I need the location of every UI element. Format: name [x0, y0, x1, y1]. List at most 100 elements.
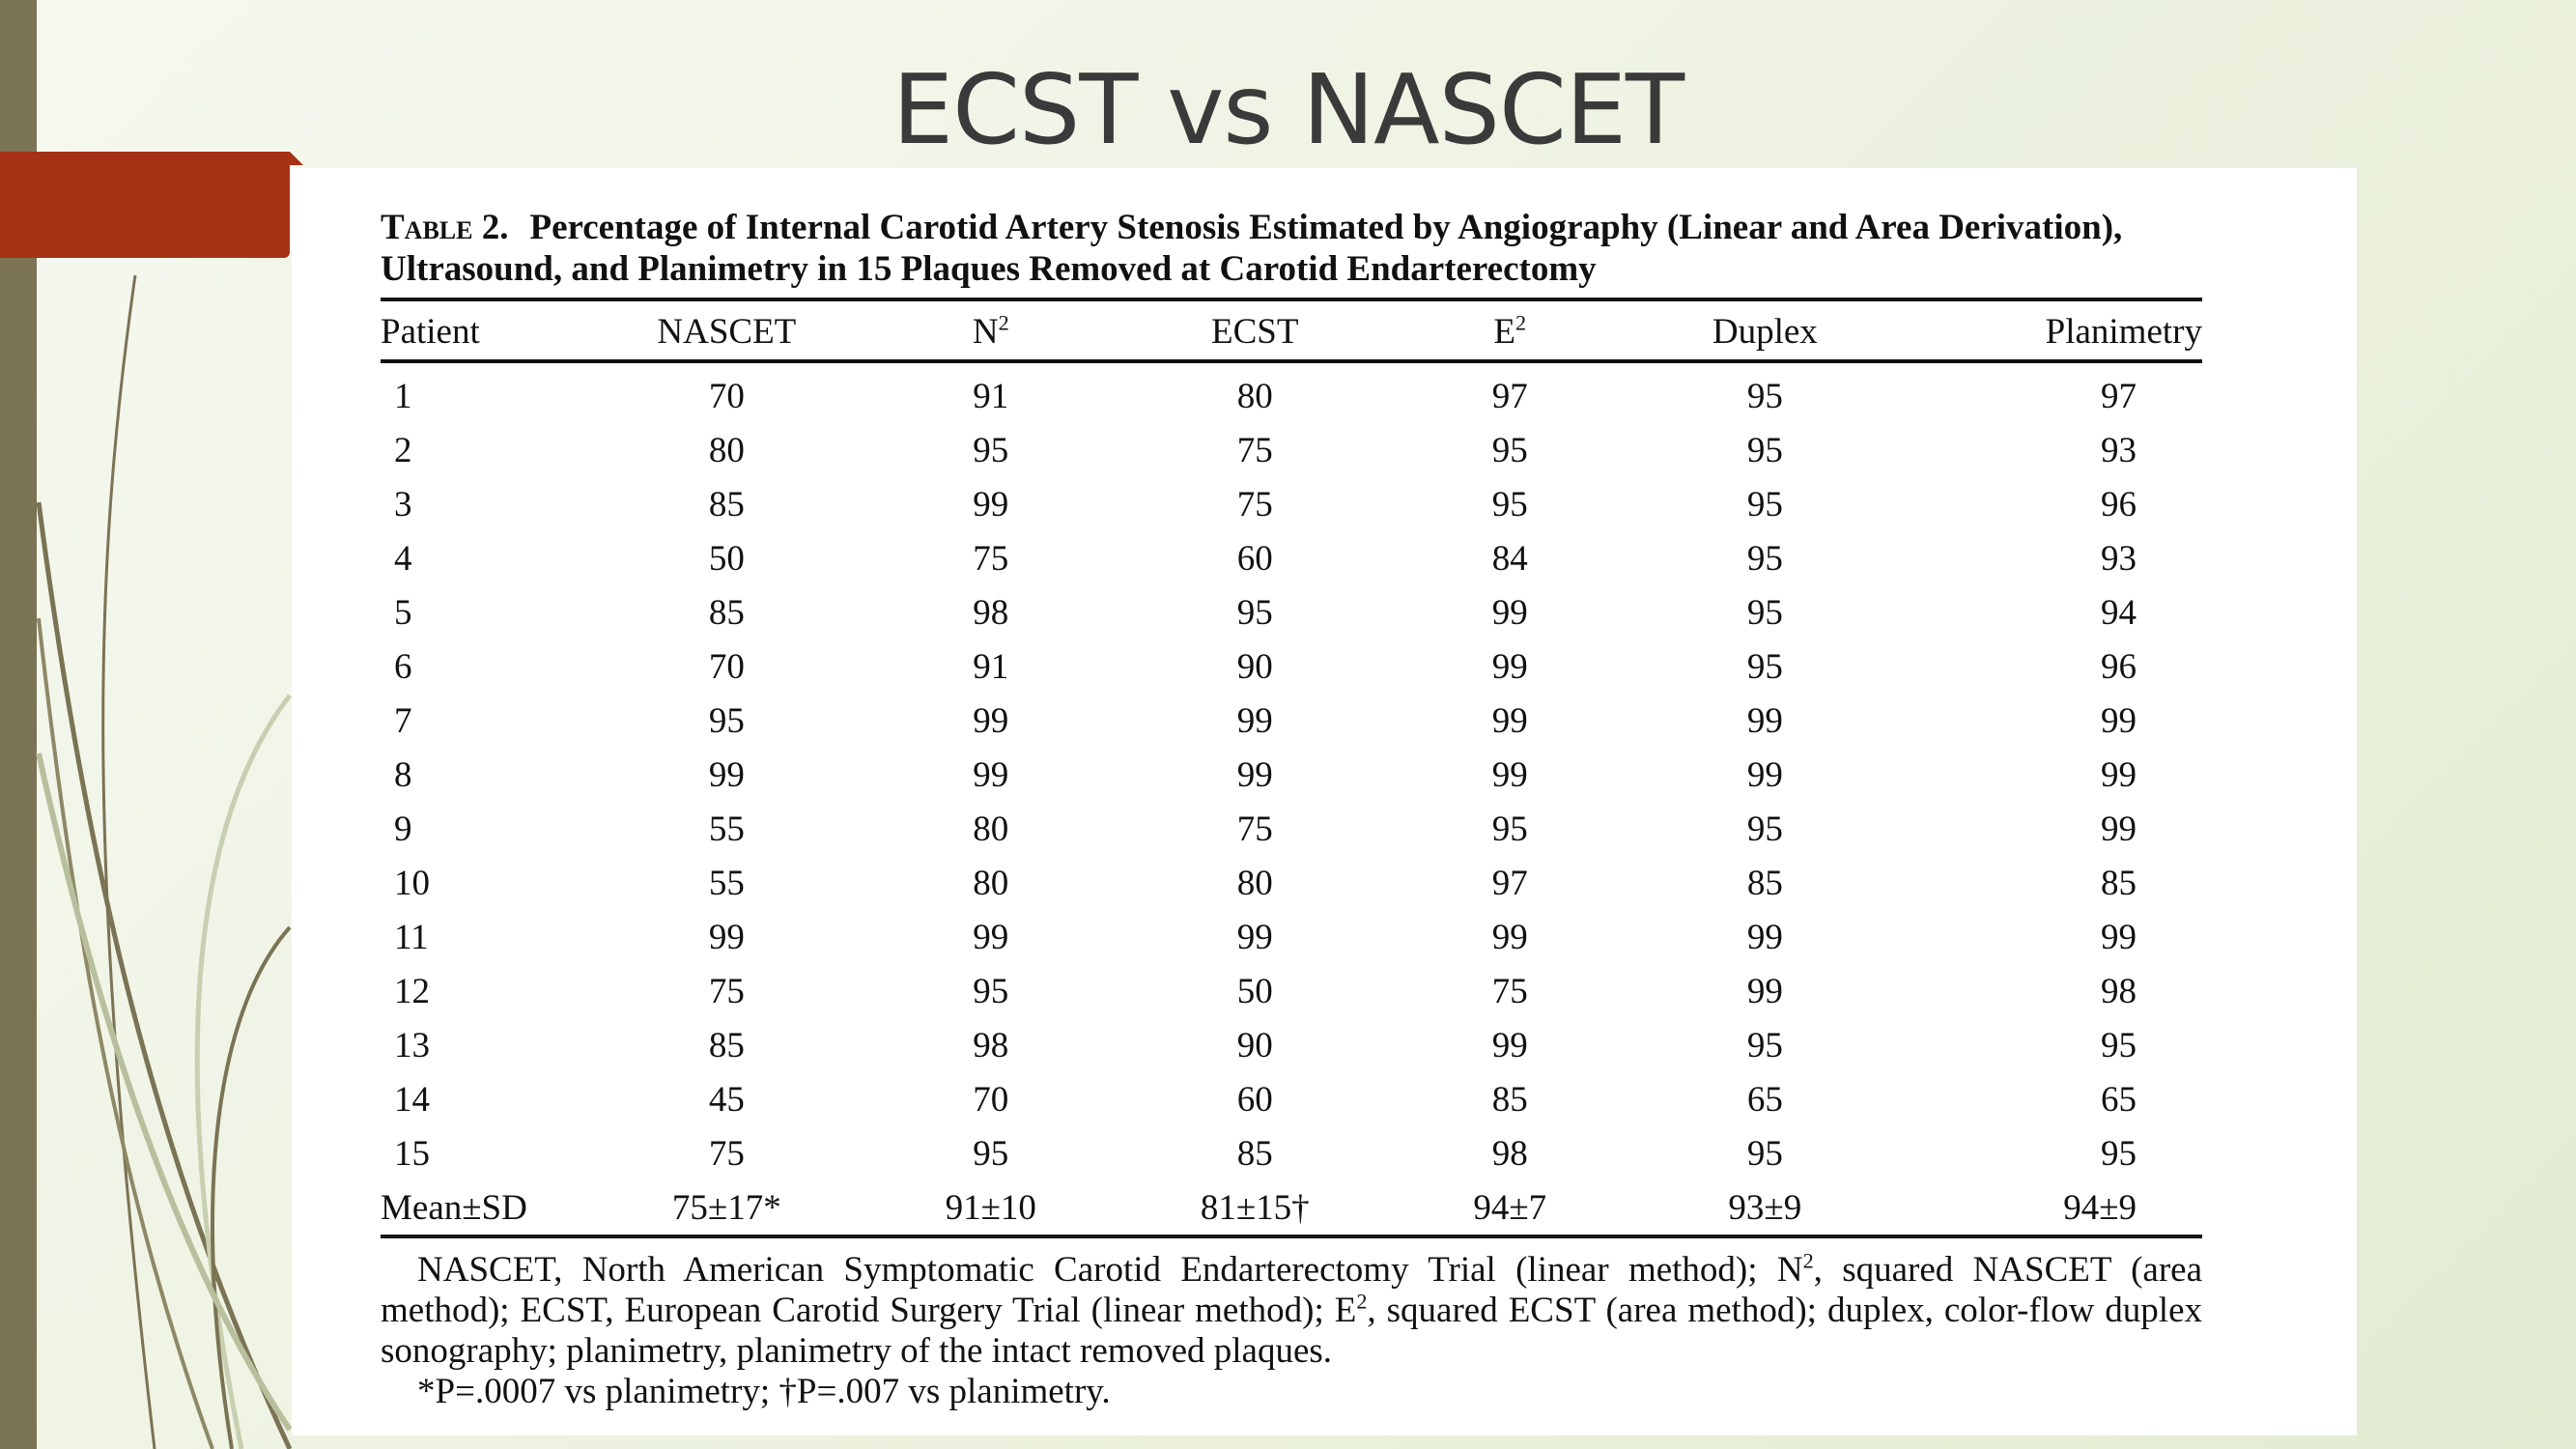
cell-duplex: 95 — [1746, 592, 1783, 633]
cell-planimetry: 85 — [2101, 863, 2137, 903]
cell-e2: 97 — [1491, 376, 1528, 416]
cell-patient: 12 — [394, 971, 430, 1011]
cell-patient: 15 — [394, 1133, 430, 1174]
cell-nascet: 45 — [708, 1079, 745, 1120]
cell-ecst: 90 — [1236, 646, 1273, 687]
cell-nascet: 85 — [708, 1025, 745, 1065]
cell-ecst: 50 — [1236, 971, 1273, 1011]
cell-patient: 8 — [394, 754, 412, 795]
cell-nascet: 80 — [708, 430, 745, 470]
cell-nascet: 75 — [708, 1133, 745, 1174]
cell-nascet: 55 — [708, 863, 745, 903]
cell-ecst: 95 — [1236, 592, 1273, 633]
cell-planimetry: 99 — [2101, 754, 2137, 795]
cell-duplex: 95 — [1746, 1025, 1783, 1065]
table-row: 2 80 95 75 95 95 93 — [381, 423, 2202, 477]
cell-planimetry: 99 — [2101, 700, 2137, 741]
footnote-abbreviations: NASCET, North American Symptomatic Carot… — [381, 1248, 2202, 1371]
header-e2: E2 — [1382, 299, 1638, 363]
cell-ecst: 75 — [1236, 484, 1273, 525]
cell-n2: 99 — [973, 754, 1009, 795]
header-n2: N2 — [854, 299, 1128, 363]
cell-e2: 99 — [1491, 917, 1528, 957]
cell-n2: 91 — [973, 646, 1009, 687]
cell-e2: 99 — [1491, 592, 1528, 633]
mean-sd-row: Mean±SD 75±17* 91±10 81±15† 94±7 93±9 94… — [381, 1180, 2202, 1236]
table-caption: Table 2. Percentage of Internal Carotid A… — [381, 207, 2202, 290]
cell-planimetry: 98 — [2101, 971, 2137, 1011]
table-row: 6 70 91 90 99 95 96 — [381, 639, 2202, 694]
cell-nascet: 55 — [708, 809, 745, 849]
cell-e2: 99 — [1491, 754, 1528, 795]
cell-planimetry: 65 — [2101, 1079, 2137, 1120]
cell-planimetry: 93 — [2101, 430, 2137, 470]
cell-nascet: 75 — [708, 971, 745, 1011]
cell-e2: 99 — [1491, 646, 1528, 687]
cell-n2: 99 — [973, 700, 1009, 741]
cell-n2: 95 — [973, 971, 1009, 1011]
cell-nascet: 99 — [708, 754, 745, 795]
cell-duplex: 99 — [1746, 754, 1783, 795]
cell-patient: 7 — [394, 700, 412, 741]
cell-ecst: 75 — [1236, 809, 1273, 849]
cell-planimetry: 99 — [2101, 809, 2137, 849]
table-row: 3 85 99 75 95 95 96 — [381, 477, 2202, 531]
cell-ecst: 80 — [1236, 863, 1273, 903]
cell-duplex: 99 — [1746, 700, 1783, 741]
cell-ecst: 90 — [1236, 1025, 1273, 1065]
cell-patient: 2 — [394, 430, 412, 470]
table-caption-text: Percentage of Internal Carotid Artery St… — [381, 208, 2123, 289]
table-row: 12 75 95 50 75 99 98 — [381, 964, 2202, 1018]
cell-planimetry: 96 — [2101, 484, 2137, 525]
cell-patient: 4 — [394, 538, 412, 579]
cell-duplex: 95 — [1746, 376, 1783, 416]
slide-title: ECST vs NASCET — [892, 53, 1684, 166]
cell-e2: 98 — [1491, 1133, 1528, 1174]
cell-patient: 6 — [394, 646, 412, 687]
table-row: 10 55 80 80 97 85 85 — [381, 856, 2202, 910]
cell-n2: 80 — [973, 809, 1009, 849]
table-footnote: NASCET, North American Symptomatic Carot… — [381, 1250, 2202, 1412]
cell-mean-label: Mean±SD — [381, 1187, 527, 1228]
cell-n2: 75 — [973, 538, 1009, 579]
cell-e2: 99 — [1491, 700, 1528, 741]
cell-nascet: 70 — [708, 376, 745, 416]
cell-duplex: 99 — [1746, 917, 1783, 957]
cell-n2: 70 — [973, 1079, 1009, 1120]
cell-ecst: 99 — [1236, 700, 1273, 741]
cell-nascet: 50 — [708, 538, 745, 579]
table-row: 5 85 98 95 99 95 94 — [381, 585, 2202, 639]
cell-nascet: 70 — [708, 646, 745, 687]
cell-patient: 9 — [394, 809, 412, 849]
cell-planimetry: 93 — [2101, 538, 2137, 579]
table-row: 15 75 95 85 98 95 95 — [381, 1126, 2202, 1180]
cell-e2: 95 — [1491, 430, 1528, 470]
header-patient: Patient — [381, 299, 600, 363]
cell-nascet: 95 — [708, 700, 745, 741]
cell-ecst: 75 — [1236, 430, 1273, 470]
cell-e2: 95 — [1491, 809, 1528, 849]
cell-planimetry: 97 — [2101, 376, 2137, 416]
cell-ecst: 80 — [1236, 376, 1273, 416]
cell-n2: 99 — [973, 484, 1009, 525]
header-nascet: NASCET — [599, 299, 855, 363]
cell-e2: 95 — [1491, 484, 1528, 525]
cell-e2: 84 — [1491, 538, 1528, 579]
cell-patient: 11 — [394, 917, 429, 957]
cell-duplex: 95 — [1746, 1133, 1783, 1174]
table-label: Table 2. — [381, 208, 509, 247]
cell-duplex: 95 — [1746, 484, 1783, 525]
cell-e2: 85 — [1491, 1079, 1528, 1120]
cell-duplex: 95 — [1746, 430, 1783, 470]
cell-n2: 98 — [973, 1025, 1009, 1065]
decorative-curves — [36, 274, 293, 1449]
cell-n2: 99 — [973, 917, 1009, 957]
cell-nascet: 99 — [708, 917, 745, 957]
cell-mean-planimetry: 94±9 — [2063, 1187, 2137, 1228]
cell-ecst: 99 — [1236, 754, 1273, 795]
header-planimetry: Planimetry — [1892, 299, 2202, 363]
cell-patient: 13 — [394, 1025, 430, 1065]
cell-nascet: 85 — [708, 484, 745, 525]
cell-duplex: 85 — [1746, 863, 1783, 903]
cell-ecst: 60 — [1236, 538, 1273, 579]
